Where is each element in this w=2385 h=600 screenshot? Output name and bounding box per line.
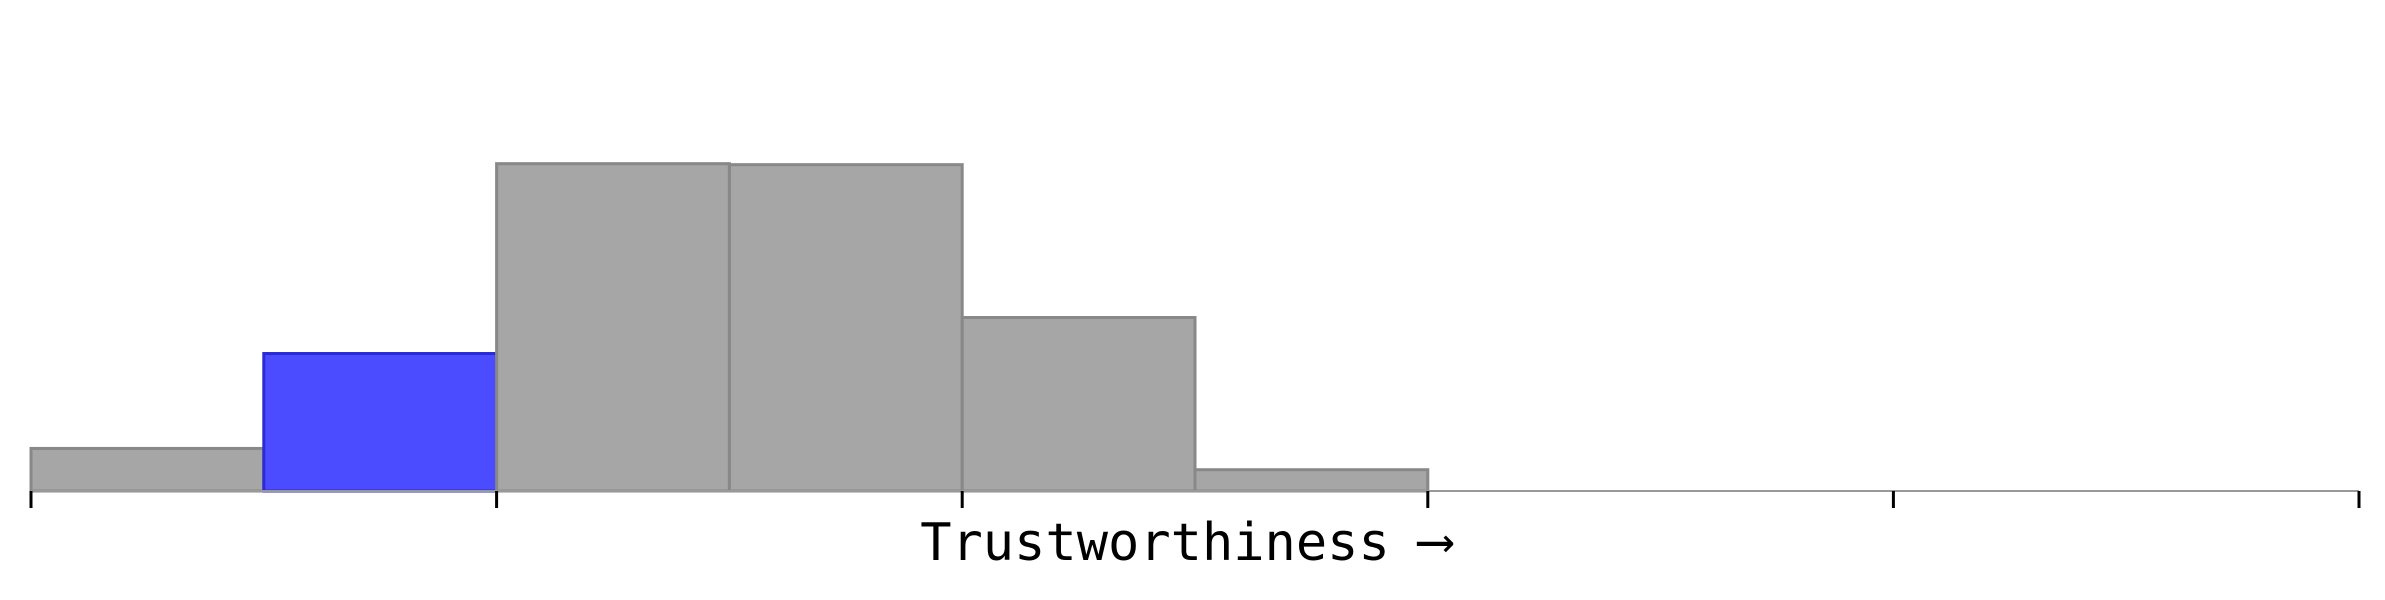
histogram-bar xyxy=(29,446,266,493)
x-axis-ticks xyxy=(29,491,2361,508)
histogram-bar xyxy=(960,316,1197,493)
x-axis-label: Trustworthiness xyxy=(920,513,1390,573)
histogram-bar xyxy=(727,163,964,493)
histogram-bar-highlighted xyxy=(262,352,499,493)
bars-group xyxy=(29,162,1430,493)
x-axis-arrow: ⟶ xyxy=(1416,511,1453,571)
histogram-bar xyxy=(495,162,731,493)
histogram-bar xyxy=(1193,468,1430,493)
